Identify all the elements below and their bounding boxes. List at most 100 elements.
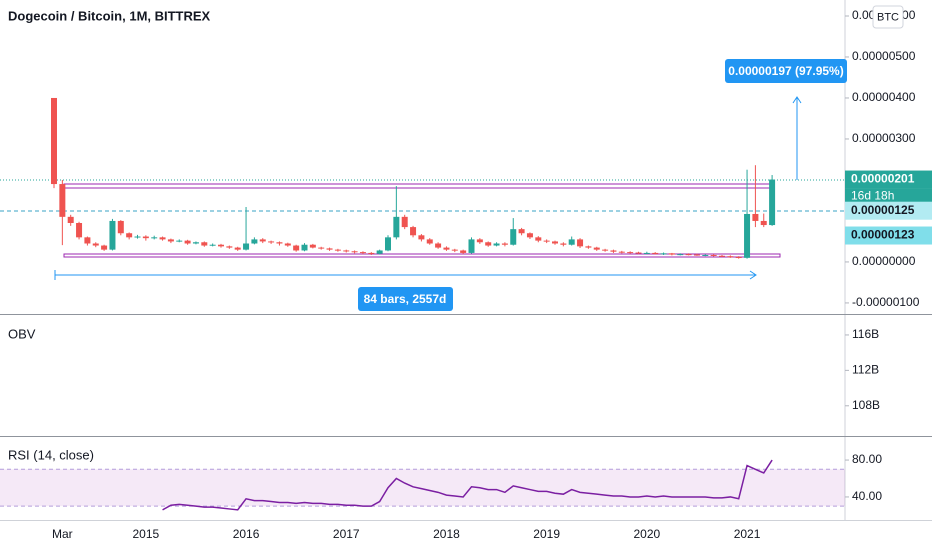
price-label: 0.00000123 (851, 228, 915, 242)
candle-body (343, 250, 350, 252)
candle-body (151, 237, 158, 239)
candle-body (752, 213, 759, 221)
y-tick-label: -0.00000100 (852, 295, 920, 309)
candle-body (401, 216, 408, 228)
candle-body (59, 184, 66, 217)
candle-body (234, 247, 241, 250)
candle-body (610, 250, 617, 252)
candle-body (142, 236, 149, 239)
measure-label-box (725, 59, 847, 83)
rsi-line (162, 459, 773, 511)
candle-body (627, 252, 634, 254)
rsi-band (0, 469, 845, 507)
candle-body (393, 216, 400, 238)
candle-body (117, 220, 124, 234)
unit-badge[interactable] (872, 5, 904, 29)
candle-body (435, 243, 442, 248)
candle-body (201, 242, 208, 246)
candle-body (318, 247, 325, 249)
candle-body (643, 252, 650, 254)
candle-body (84, 237, 91, 244)
candle-body (92, 243, 99, 246)
candle-body (418, 235, 425, 240)
pane-title: RSI (14, close) (8, 447, 94, 462)
candle-body (293, 245, 300, 251)
y-tick-label: 40.00 (852, 489, 882, 503)
candle-body (526, 233, 533, 238)
range-box (63, 253, 781, 258)
price-label: 0.00000125 (851, 203, 915, 217)
candle-body (468, 239, 475, 253)
candle-body (67, 216, 74, 223)
candle-body (710, 254, 717, 256)
candle-body (518, 229, 525, 234)
candle-body (76, 222, 83, 238)
candle-body (309, 244, 316, 248)
range-label: 84 bars, 2557d (364, 292, 447, 306)
x-tick-label: 2017 (333, 527, 360, 541)
x-tick-label: 2021 (734, 527, 761, 541)
x-tick-label: 2018 (433, 527, 460, 541)
y-tick-label: 0.00000000 (852, 254, 916, 268)
candle-body (668, 253, 675, 255)
candle-body (769, 179, 776, 226)
candle-body (510, 229, 517, 245)
x-tick-label: 2020 (633, 527, 660, 541)
candle-body (209, 244, 216, 246)
candle-body (727, 256, 734, 258)
candle-body (167, 239, 174, 242)
candle-body (485, 242, 492, 246)
candle-body (109, 220, 116, 250)
candle-body (276, 242, 283, 244)
pane-title: OBV (8, 326, 36, 341)
candle-body (685, 254, 692, 256)
candle-body (351, 251, 358, 253)
candle-body (660, 253, 667, 255)
y-tick-label: 0.00000300 (852, 131, 916, 145)
candle-body (552, 241, 558, 244)
candle-body (376, 250, 383, 254)
candle-body (635, 252, 642, 254)
candle-body (226, 246, 233, 248)
candle-body (568, 239, 575, 245)
candle-body (251, 239, 258, 244)
candle-body (577, 239, 584, 247)
candle-body (334, 249, 341, 251)
candle-body (501, 243, 508, 245)
candle-body (326, 248, 333, 250)
price-label-box (845, 201, 932, 220)
candle-body (744, 213, 751, 258)
candle-body (693, 254, 700, 256)
candle-body (410, 227, 417, 236)
candle-body (51, 97, 57, 185)
y-tick-label: 112B (852, 363, 879, 377)
range-label-box (358, 287, 453, 311)
candle-body (101, 245, 108, 250)
candle-body (259, 239, 266, 242)
candle-body (677, 254, 684, 256)
measure-arrow (792, 96, 802, 104)
y-tick-label: 108B (852, 398, 880, 412)
candle-body (702, 254, 709, 256)
date-range-arrow (749, 270, 757, 280)
x-tick-label: 2016 (233, 527, 260, 541)
price-label-box (845, 226, 932, 245)
y-tick-label: 116B (852, 327, 879, 341)
candle-body (451, 249, 458, 251)
candle-body (359, 252, 366, 254)
candle-body (560, 243, 567, 245)
candle-body (460, 250, 467, 253)
x-tick-label: 2019 (533, 527, 560, 541)
candle-body (301, 244, 308, 251)
candle-body (618, 251, 625, 253)
measure-label: 0.00000197 (97.95%) (728, 64, 843, 78)
candle-body (735, 257, 742, 259)
candle-body (368, 252, 375, 254)
candle-body (476, 239, 483, 243)
candle-body (585, 246, 592, 248)
x-tick-label: Mar (52, 527, 73, 541)
candle-body (493, 243, 500, 246)
candle-body (243, 243, 250, 250)
countdown: 16d 18h (851, 189, 894, 203)
